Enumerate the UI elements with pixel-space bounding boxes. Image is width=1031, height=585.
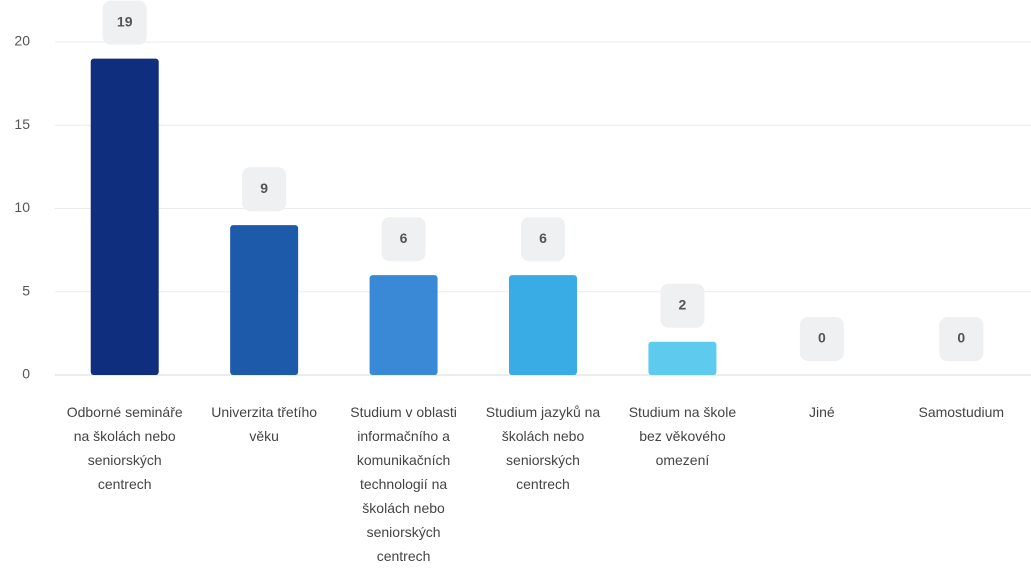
y-tick-label: 10	[14, 199, 30, 215]
bar	[648, 341, 717, 375]
value-label: 2	[679, 296, 687, 312]
value-label: 0	[818, 330, 826, 346]
value-badge	[521, 217, 565, 262]
value-badge	[799, 317, 844, 361]
value-label: 19	[117, 13, 133, 29]
value-label: 6	[539, 230, 547, 246]
bar	[509, 275, 577, 375]
x-tick-label: Jiné	[809, 404, 835, 420]
y-tick-label: 20	[14, 33, 30, 49]
value-badge	[242, 167, 287, 212]
x-tick-label: Samostudium	[918, 404, 1005, 420]
x-tick-label: Studium jazyků na školách nebo seniorský…	[485, 404, 601, 492]
bar	[369, 275, 438, 375]
x-tick-label: Univerzita třetího věku	[211, 404, 318, 444]
value-badge	[939, 317, 984, 361]
y-tick-label: 15	[14, 116, 30, 132]
value-label: 0	[957, 330, 965, 346]
value-badge	[660, 283, 705, 328]
y-tick-label: 5	[22, 282, 30, 298]
value-label: 9	[260, 180, 268, 196]
x-tick-label: Odborné semináře na školách nebo seniors…	[66, 404, 183, 492]
x-tick-label: Studium v oblasti informačního a komunik…	[350, 404, 457, 564]
value-badge	[381, 217, 426, 262]
bar	[90, 58, 159, 376]
y-tick-label: 0	[22, 366, 30, 382]
value-badge	[102, 0, 147, 45]
x-tick-label: Studium na škole bez věkového omezení	[628, 404, 737, 468]
value-label: 6	[400, 230, 408, 246]
bar	[230, 225, 299, 375]
